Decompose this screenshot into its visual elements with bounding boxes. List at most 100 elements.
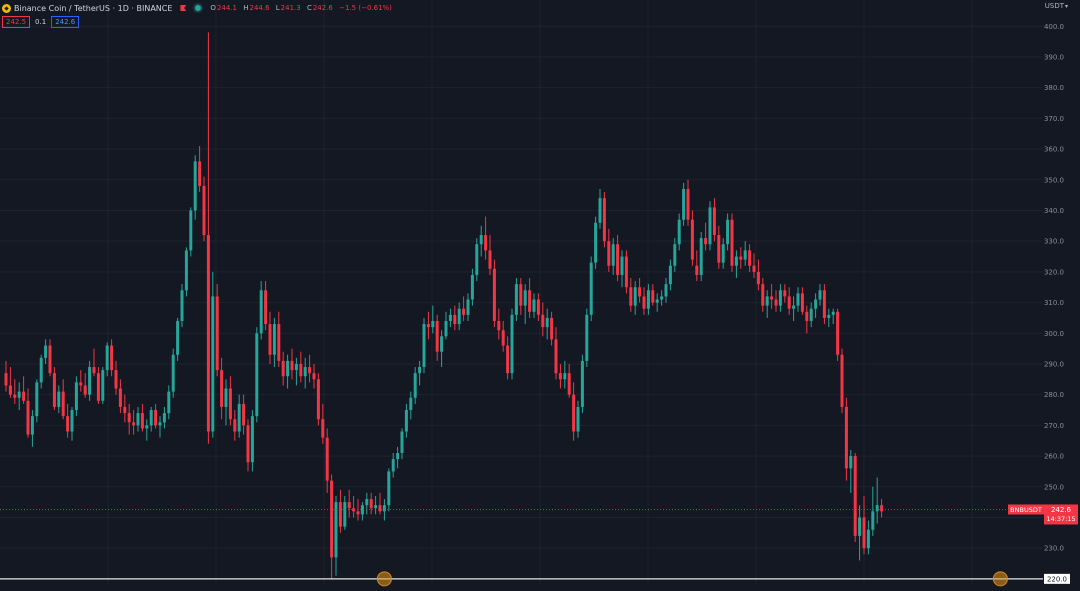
candle-body xyxy=(281,360,285,377)
candle xyxy=(572,382,576,441)
candle-body xyxy=(206,235,210,432)
sell-price-button[interactable]: 242.5 xyxy=(2,16,31,28)
candle-body xyxy=(721,244,725,263)
candle-body xyxy=(237,403,241,432)
candle xyxy=(567,363,571,398)
candle-body xyxy=(462,308,466,315)
candle xyxy=(299,351,303,383)
candle-body xyxy=(655,299,659,303)
candle-body xyxy=(303,367,307,377)
candle-body xyxy=(418,367,422,374)
candle-body xyxy=(519,284,523,306)
candle-body xyxy=(484,235,488,251)
price-tick-label: 230.0 xyxy=(1044,545,1064,553)
candle xyxy=(255,327,259,423)
candle-body xyxy=(184,250,188,291)
candle-body xyxy=(783,290,787,297)
candle xyxy=(624,250,628,294)
currency-selector[interactable]: USDT xyxy=(1045,2,1068,10)
candle-body xyxy=(228,388,232,420)
candle-body xyxy=(92,367,96,374)
candle-body xyxy=(242,403,246,426)
candle-body xyxy=(488,250,492,269)
candle xyxy=(431,305,435,334)
candle xyxy=(215,284,219,377)
candle xyxy=(149,406,153,432)
candle-body xyxy=(127,413,131,423)
candle xyxy=(655,293,659,312)
candle xyxy=(110,339,114,377)
candle-body xyxy=(246,425,250,463)
candle-body xyxy=(400,431,404,453)
candle xyxy=(162,406,166,429)
candle-body xyxy=(541,314,545,328)
candle-body xyxy=(699,238,703,275)
buy-price-button[interactable]: 242.6 xyxy=(51,16,80,28)
price-axis[interactable]: 230.0240.0250.0260.0270.0280.0290.0300.0… xyxy=(1008,0,1080,591)
candle-body xyxy=(308,367,312,374)
candle xyxy=(220,357,224,420)
candle xyxy=(822,284,826,325)
flag-icon[interactable] xyxy=(180,5,187,11)
market-status-icon[interactable] xyxy=(195,5,202,11)
candle xyxy=(264,281,268,331)
candle xyxy=(541,302,545,337)
candle-body xyxy=(572,394,576,432)
candle xyxy=(118,379,122,414)
candle xyxy=(193,155,197,220)
candle xyxy=(536,293,540,321)
candle-body xyxy=(528,290,532,312)
candle-body xyxy=(374,505,378,509)
candle-body xyxy=(585,314,589,361)
candle xyxy=(387,468,391,512)
candle xyxy=(871,486,875,536)
candle-body xyxy=(110,345,114,371)
candle xyxy=(448,308,452,328)
candle-body xyxy=(189,210,193,251)
candle-body xyxy=(576,406,580,432)
candle xyxy=(875,477,879,524)
candle-body xyxy=(545,317,549,328)
candle-body xyxy=(704,238,708,245)
candle xyxy=(242,394,246,435)
candle-body xyxy=(180,290,184,321)
candle xyxy=(22,376,26,404)
symbol-title[interactable]: Binance Coin / TetherUS · 1D · BINANCE xyxy=(14,3,173,13)
candle xyxy=(880,499,884,518)
candle-body xyxy=(514,284,518,315)
candle xyxy=(598,188,602,229)
candle xyxy=(13,379,17,404)
candle-body xyxy=(250,416,254,463)
candle xyxy=(470,268,474,306)
candle-body xyxy=(629,287,633,306)
candle-body xyxy=(140,413,144,429)
price-tick-label: 370.0 xyxy=(1044,115,1064,123)
candle-body xyxy=(444,320,448,337)
candle xyxy=(374,495,378,515)
candle-body xyxy=(409,397,413,411)
candle-body xyxy=(778,290,782,306)
candle xyxy=(52,367,56,411)
candle xyxy=(514,278,518,321)
candle xyxy=(638,278,642,303)
price-tick-label: 260.0 xyxy=(1044,453,1064,461)
candle-body xyxy=(448,314,452,321)
candle-body xyxy=(668,265,672,285)
candle-body xyxy=(501,330,505,346)
candle xyxy=(8,367,12,398)
candle-body xyxy=(193,161,197,211)
candle xyxy=(83,373,87,398)
candle xyxy=(739,247,743,269)
candle xyxy=(862,495,866,555)
candle xyxy=(792,296,796,321)
candle-body xyxy=(827,314,831,318)
candle-body xyxy=(822,290,826,318)
candle xyxy=(589,256,593,321)
bar-countdown: 14:37:15 xyxy=(1046,515,1075,523)
candle-body xyxy=(39,357,43,383)
candle-body xyxy=(382,505,386,512)
candle-body xyxy=(211,296,215,432)
candle-body xyxy=(330,480,334,558)
